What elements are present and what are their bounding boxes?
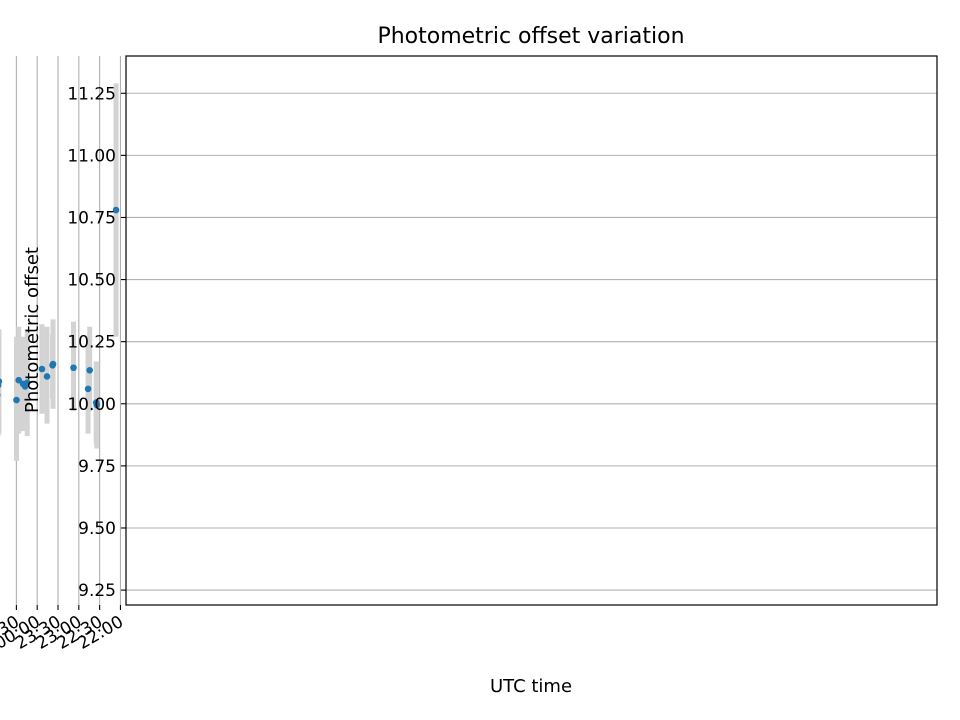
y-tick-label: 9.75 <box>78 457 116 477</box>
y-tick-label: 10.75 <box>67 208 116 228</box>
y-tick-label: 9.25 <box>78 581 116 601</box>
data-point <box>49 361 56 369</box>
data-point <box>92 399 100 406</box>
y-tick-label: 11.25 <box>67 84 116 104</box>
data-point <box>15 376 22 384</box>
y-tick-label: 10.50 <box>67 271 116 291</box>
chart-title: Photometric offset variation <box>377 24 684 49</box>
data-point <box>86 366 93 374</box>
data-point <box>112 206 120 214</box>
x-axis-label: UTC time <box>490 676 572 697</box>
data-point <box>38 365 46 373</box>
data-points <box>0 206 120 409</box>
y-axis-label: Photometric offset <box>22 247 43 413</box>
data-point <box>19 380 27 388</box>
data-point <box>13 396 20 404</box>
y-axis-ticks: 9.25 9.50 9.75 10.00 10.25 10.50 10.75 11.00 11.… <box>67 84 126 601</box>
data-point <box>84 385 92 393</box>
y-tick-label: 9.50 <box>78 519 116 539</box>
data-point <box>0 382 2 388</box>
y-tick-label: 10.25 <box>67 333 116 353</box>
y-tick-label: 11.00 <box>67 146 116 166</box>
data-point <box>43 373 51 380</box>
y-tick-label: 10.00 <box>67 395 116 415</box>
data-point <box>70 364 77 372</box>
plot-frame <box>125 55 938 606</box>
